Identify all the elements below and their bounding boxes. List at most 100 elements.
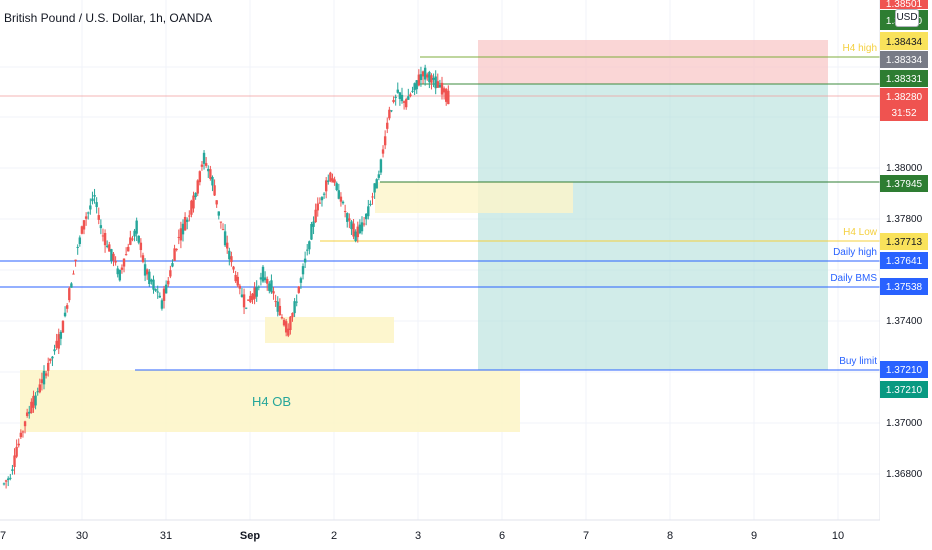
candle-body (373, 183, 376, 193)
candle-body (247, 299, 250, 301)
candle-body (310, 223, 313, 240)
candle-body (118, 270, 122, 281)
candle-body (21, 431, 25, 433)
y-tick: 1.37000 (886, 418, 923, 429)
candle-body (257, 286, 260, 288)
y-tick: 1.36800 (886, 469, 923, 480)
candle-body (145, 269, 149, 275)
candle-body (158, 295, 162, 298)
candle-body (240, 294, 244, 297)
supply-zone (375, 182, 573, 213)
candle-body (175, 248, 178, 250)
candle-body (114, 260, 117, 263)
candle-body (38, 384, 41, 393)
candle-body (13, 455, 16, 468)
x-tick: 6 (499, 530, 505, 542)
x-tick: 10 (832, 530, 844, 542)
candle-body (438, 85, 442, 88)
candle-body (82, 220, 86, 230)
candle-body (289, 316, 292, 331)
candle-body (297, 286, 301, 293)
candle-body (364, 213, 368, 220)
candle-body (139, 242, 143, 251)
currency-button[interactable]: USD (895, 9, 919, 27)
candle-body (74, 259, 77, 261)
candle-body (131, 238, 134, 240)
price-badge-gray (880, 51, 928, 68)
candle-body (341, 201, 345, 204)
candle-body (358, 224, 362, 234)
candle-body (398, 92, 402, 99)
candle-body (196, 180, 199, 194)
candles (2, 64, 450, 489)
candle-body (44, 373, 48, 376)
candle-body (99, 225, 103, 229)
candle-body (221, 229, 225, 231)
candle-body (120, 267, 124, 270)
candle-body (171, 263, 174, 267)
candle-body (432, 77, 435, 80)
candle-body (30, 401, 33, 413)
candle-body (244, 307, 248, 309)
candle-body (154, 288, 157, 291)
h4-high-label: H4 high (843, 43, 877, 54)
x-tick: 2 (331, 530, 337, 542)
candle-body (36, 391, 39, 393)
top-red-badge-text: 1.38501 (886, 0, 923, 10)
h4-ob-zone (20, 370, 520, 432)
price-badge-entry (880, 70, 928, 87)
y-tick: 1.38000 (886, 163, 923, 174)
candle-body (42, 370, 46, 385)
candle-body (238, 285, 242, 289)
candle-body (72, 273, 75, 275)
candle-body (15, 446, 18, 457)
candle-body (299, 278, 303, 283)
candle-body (445, 89, 448, 102)
x-tick: Sep (240, 530, 260, 542)
candle-body (61, 320, 65, 333)
candle-body (150, 279, 153, 282)
candle-body (293, 301, 296, 314)
candle-body (47, 362, 50, 371)
h4-ob-label: H4 OB (252, 394, 291, 409)
daily-bms-label: Daily BMS (830, 273, 877, 284)
price-badge-buy-limit (880, 361, 928, 378)
candle-body (350, 221, 353, 230)
candle-body (419, 74, 423, 80)
candle-body (57, 334, 60, 349)
candle-body (28, 411, 31, 414)
candle-body (32, 395, 35, 408)
candle-body (381, 149, 385, 154)
price-badge-target-text: 1.37210 (886, 385, 923, 396)
candle-body (360, 222, 364, 232)
x-tick: 7 (0, 530, 6, 542)
candle-body (263, 277, 267, 281)
candle-body (177, 236, 180, 238)
price-badge-supply (880, 175, 928, 192)
candle-body (392, 99, 395, 103)
candle-body (226, 242, 229, 249)
price-badge-daily-high (880, 252, 928, 269)
candle-body (426, 74, 429, 78)
candle-body (63, 312, 67, 317)
candle-body (242, 294, 246, 308)
candle-body (440, 82, 444, 95)
candle-body (53, 349, 56, 352)
candle-body (11, 469, 14, 471)
candle-body (215, 200, 218, 205)
x-tick: 8 (667, 530, 673, 542)
price-badge-buy-limit-text: 1.37210 (886, 365, 923, 376)
price-badge-current-text: 1.38280 (886, 92, 923, 103)
candle-body (179, 228, 183, 241)
candle-body (204, 163, 208, 166)
candle-body (89, 205, 92, 210)
candle-body (234, 274, 237, 282)
price-badge-supply-text: 1.37945 (886, 179, 923, 190)
candle-body (23, 421, 27, 427)
candle-body (213, 185, 216, 196)
y-tick-labels: 1.38000 1.37800 1.37400 1.37000 1.36800 (886, 163, 923, 480)
candle-body (261, 266, 265, 282)
candle-body (367, 206, 370, 217)
candle-body (423, 67, 427, 80)
